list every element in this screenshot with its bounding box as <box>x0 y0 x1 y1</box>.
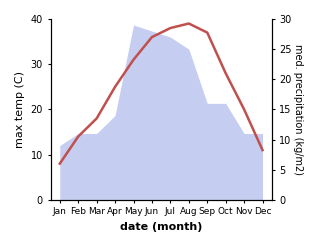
Y-axis label: max temp (C): max temp (C) <box>15 71 25 148</box>
X-axis label: date (month): date (month) <box>120 222 202 232</box>
Y-axis label: med. precipitation (kg/m2): med. precipitation (kg/m2) <box>293 44 303 175</box>
